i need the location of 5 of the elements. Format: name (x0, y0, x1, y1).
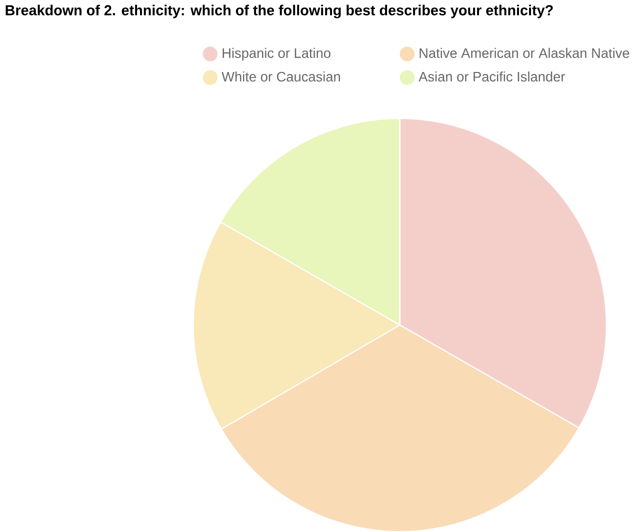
legend-label: Native American or Alaskan Native (420, 48, 630, 58)
legend-label: Asian or Pacific Islander (418, 71, 565, 82)
legend-label: White or Caucasian (222, 71, 340, 82)
chart-title: Breakdown of 2. ethnicity: which of the following best describes your ethnicity? (6, 4, 553, 18)
legend-label: Hispanic or Latino (222, 48, 330, 61)
